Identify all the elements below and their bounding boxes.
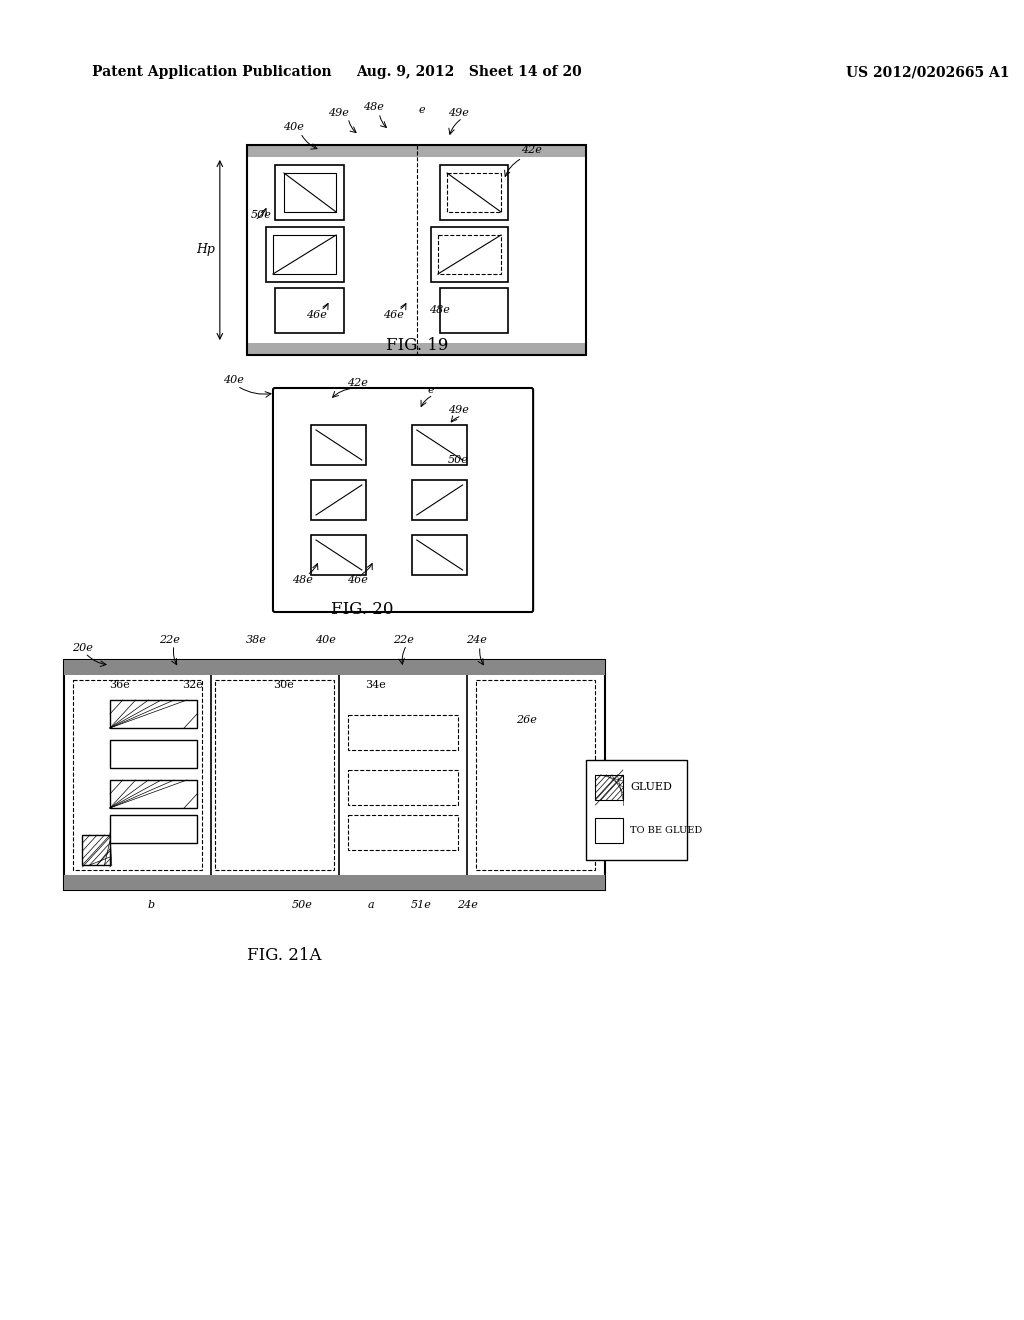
Text: 42e: 42e (521, 145, 542, 154)
FancyBboxPatch shape (273, 388, 534, 612)
Bar (595, 818, 623, 843)
Bar (348, 770, 458, 805)
Bar (439, 165, 508, 220)
Text: FIG. 19: FIG. 19 (386, 337, 447, 354)
Bar (413, 425, 467, 465)
Bar (274, 288, 343, 333)
Bar (430, 227, 508, 282)
Bar (348, 814, 458, 850)
Bar (348, 715, 458, 750)
Text: 26e: 26e (516, 715, 538, 725)
Bar (110, 700, 197, 729)
Bar (265, 227, 343, 282)
Bar (311, 535, 367, 576)
Text: 40e: 40e (314, 635, 336, 645)
Text: 51e: 51e (411, 900, 432, 909)
Bar (74, 680, 202, 870)
Text: 48e: 48e (364, 102, 384, 112)
Text: 24e: 24e (466, 635, 486, 645)
Bar (215, 680, 335, 870)
Bar (65, 660, 604, 890)
Text: Patent Application Publication: Patent Application Publication (91, 65, 331, 79)
Bar (273, 235, 336, 275)
Bar (311, 425, 367, 465)
Text: 49e: 49e (447, 108, 468, 117)
Text: b: b (147, 900, 155, 909)
Bar (439, 288, 508, 333)
Bar (595, 775, 623, 800)
Text: 22e: 22e (159, 635, 180, 645)
Text: FIG. 21A: FIG. 21A (247, 946, 322, 964)
Bar (248, 145, 587, 157)
Bar (65, 875, 604, 890)
Text: 49e: 49e (329, 108, 349, 117)
Bar (110, 814, 197, 843)
Bar (83, 836, 110, 865)
Text: 36e: 36e (109, 680, 129, 690)
Bar (587, 760, 687, 861)
Text: Aug. 9, 2012   Sheet 14 of 20: Aug. 9, 2012 Sheet 14 of 20 (356, 65, 582, 79)
Text: 46e: 46e (305, 310, 327, 319)
Bar (284, 173, 336, 213)
Text: e: e (427, 385, 434, 395)
Bar (311, 480, 367, 520)
Bar (248, 343, 587, 355)
Text: 48e: 48e (429, 305, 451, 315)
Text: 46e: 46e (383, 310, 404, 319)
Text: a: a (368, 900, 375, 909)
Text: 49e: 49e (447, 405, 468, 414)
Text: 42e: 42e (347, 378, 368, 388)
Text: 48e: 48e (292, 576, 312, 585)
Bar (110, 741, 197, 768)
Bar (65, 660, 604, 675)
Text: Hp: Hp (197, 243, 215, 256)
Bar (595, 818, 623, 843)
Bar (413, 535, 467, 576)
Bar (595, 775, 623, 800)
Text: TO BE GLUED: TO BE GLUED (630, 826, 702, 836)
Bar (274, 165, 343, 220)
Text: 46e: 46e (347, 576, 368, 585)
Bar (413, 480, 467, 520)
Text: 20e: 20e (72, 643, 93, 653)
Text: 32e: 32e (182, 680, 203, 690)
Bar (476, 680, 595, 870)
Bar (248, 145, 587, 355)
Bar (110, 780, 197, 808)
Text: 38e: 38e (246, 635, 267, 645)
Text: 50e: 50e (292, 900, 312, 909)
Text: GLUED: GLUED (630, 783, 672, 792)
Text: 40e: 40e (223, 375, 244, 385)
Text: US 2012/0202665 A1: US 2012/0202665 A1 (847, 65, 1010, 79)
Text: 30e: 30e (273, 680, 294, 690)
Text: 50e: 50e (251, 210, 271, 220)
Text: e: e (418, 106, 425, 115)
Text: 50e: 50e (447, 455, 468, 465)
Text: 34e: 34e (366, 680, 386, 690)
Text: 22e: 22e (392, 635, 414, 645)
Bar (438, 235, 501, 275)
Text: 40e: 40e (283, 121, 303, 132)
Bar (447, 173, 501, 213)
Text: FIG. 20: FIG. 20 (331, 602, 393, 619)
Text: 24e: 24e (457, 900, 477, 909)
